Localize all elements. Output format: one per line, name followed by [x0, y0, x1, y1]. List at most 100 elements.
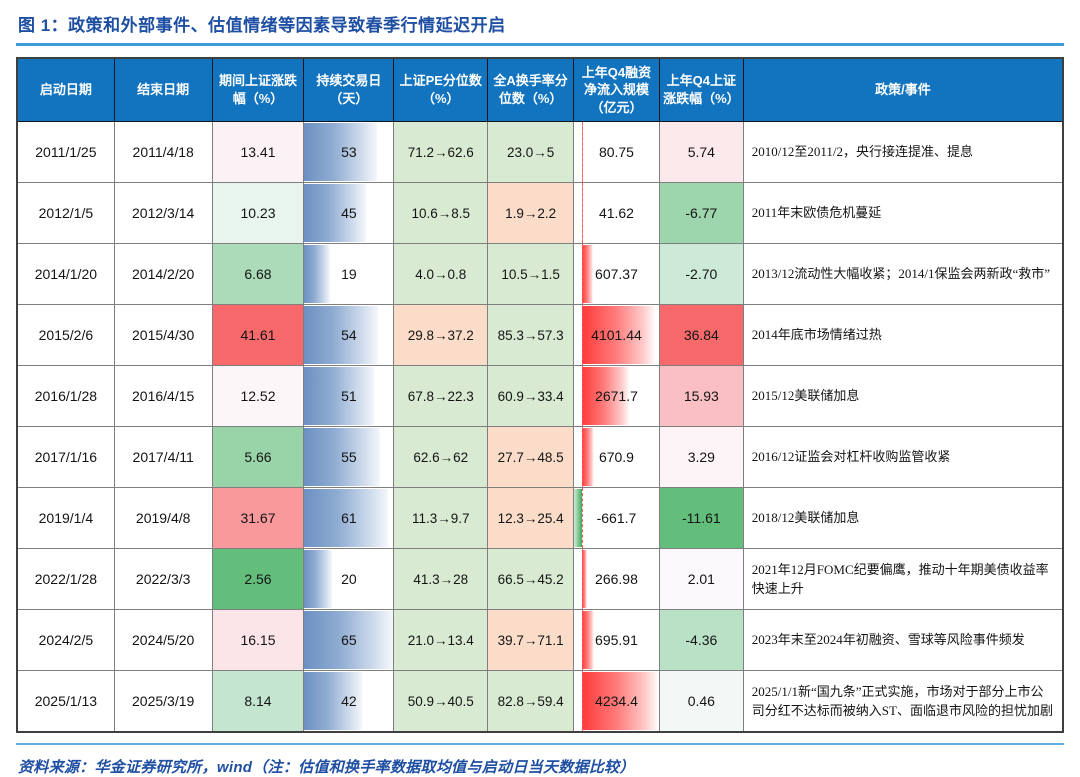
cell-start-date: 2022/1/28: [16, 548, 115, 610]
data-bar: [304, 306, 379, 364]
cell-change: 13.41: [211, 121, 305, 183]
cell-change: 12.52: [211, 365, 305, 427]
cell-value: 51: [341, 388, 357, 404]
cell-days: 61: [303, 487, 395, 549]
cell-start-date: 2011/1/25: [16, 121, 115, 183]
col-header-turnover: 全A换手率分位数（%）: [487, 57, 575, 122]
cell-q4-change: 36.84: [658, 304, 744, 366]
source-note: 资料来源：华金证券研究所，wind（注：估值和换手率数据取均值与启动日当天数据比…: [18, 759, 635, 776]
cell-start-date: 2014/1/20: [16, 243, 115, 305]
cell-pe: 50.9→40.5: [393, 670, 489, 733]
cell-pe: 11.3→9.7: [393, 487, 489, 549]
cell-value: 55: [341, 449, 357, 465]
data-bar: [304, 184, 366, 242]
cell-value: 670.9: [598, 449, 634, 465]
cell-event: 2014年底市场情绪过热: [742, 304, 1064, 366]
financing-zero-axis: [581, 610, 583, 670]
data-bar: [574, 489, 582, 547]
cell-q4-change: -2.70: [658, 243, 744, 305]
cell-q4-change: 5.74: [658, 121, 744, 183]
data-bar: [304, 428, 380, 486]
data-bar: [304, 489, 388, 547]
cell-event: 2021年12月FOMC纪要偏鹰，推动十年期美债收益率快速上升: [742, 548, 1064, 610]
cell-pe: 29.8→37.2: [393, 304, 489, 366]
cell-start-date: 2025/1/13: [16, 670, 115, 733]
cell-financing: 607.37: [573, 243, 660, 305]
cell-value: 19: [341, 266, 357, 282]
cell-end-date: 2011/4/18: [113, 121, 213, 183]
cell-pe: 4.0→0.8: [393, 243, 489, 305]
cell-end-date: 2024/5/20: [113, 609, 213, 671]
cell-pe: 41.3→28: [393, 548, 489, 610]
table-row: 2014/1/20 2014/2/20 6.68 19 4.0→0.8 10.5→1.5 6…: [16, 243, 1064, 305]
cell-change: 41.61: [211, 304, 305, 366]
cell-value: 65: [341, 632, 357, 648]
cell-financing: 4234.4: [573, 670, 660, 733]
cell-end-date: 2017/4/11: [113, 426, 213, 488]
cell-turnover: 82.8→59.4: [487, 670, 575, 733]
col-header-end-date: 结束日期: [113, 57, 213, 122]
cell-change: 2.56: [211, 548, 305, 610]
table-row: 2012/1/5 2012/3/14 10.23 45 10.6→8.5 1.9→2.2 4…: [16, 182, 1064, 244]
cell-value: 61: [341, 510, 357, 526]
cell-financing: 695.91: [573, 609, 660, 671]
cell-q4-change: -11.61: [658, 487, 744, 549]
cell-value: -661.7: [596, 510, 637, 526]
financing-zero-axis: [581, 671, 583, 731]
cell-financing: 2671.7: [573, 365, 660, 427]
cell-financing: 41.62: [573, 182, 660, 244]
cell-financing: -661.7: [573, 487, 660, 549]
col-header-change: 期间上证涨跌幅（%）: [211, 57, 305, 122]
figure-title: 图 1：政策和外部事件、估值情绪等因素导致春季行情延迟开启: [18, 16, 506, 35]
cell-start-date: 2015/2/6: [16, 304, 115, 366]
data-bar: [581, 550, 587, 608]
cell-event: 2023年末至2024年初融资、雪球等风险事件频发: [742, 609, 1064, 671]
data-bar: [581, 611, 595, 669]
cell-change: 31.67: [211, 487, 305, 549]
cell-end-date: 2019/4/8: [113, 487, 213, 549]
cell-days: 19: [303, 243, 395, 305]
data-bar: [581, 428, 594, 486]
table-row: 2016/1/28 2016/4/15 12.52 51 67.8→22.3 60.9→3…: [16, 365, 1064, 427]
cell-value: 54: [341, 327, 357, 343]
col-header-q4-financing: 上年Q4融资净流入规模（亿元）: [573, 57, 660, 122]
cell-value: 80.75: [598, 144, 634, 160]
cell-turnover: 66.5→45.2: [487, 548, 575, 610]
financing-zero-axis: [581, 488, 583, 548]
cell-start-date: 2012/1/5: [16, 182, 115, 244]
cell-q4-change: 15.93: [658, 365, 744, 427]
cell-event: 2015/12美联储加息: [742, 365, 1064, 427]
cell-financing: 266.98: [573, 548, 660, 610]
data-bar: [581, 672, 659, 730]
cell-start-date: 2019/1/4: [16, 487, 115, 549]
cell-start-date: 2024/2/5: [16, 609, 115, 671]
cell-value: 42: [341, 693, 357, 709]
col-header-policy-event: 政策/事件: [742, 57, 1064, 122]
cell-end-date: 2014/2/20: [113, 243, 213, 305]
table-row: 2022/1/28 2022/3/3 2.56 20 41.3→28 66.5→45.2 2…: [16, 548, 1064, 610]
cell-days: 45: [303, 182, 395, 244]
cell-value: 607.37: [595, 266, 638, 282]
cell-value: 20: [341, 571, 357, 587]
table-row: 2017/1/16 2017/4/11 5.66 55 62.6→62 27.7→48.5…: [16, 426, 1064, 488]
cell-financing: 4101.44: [573, 304, 660, 366]
cell-pe: 10.6→8.5: [393, 182, 489, 244]
cell-days: 42: [303, 670, 395, 733]
financing-zero-axis: [581, 427, 583, 487]
col-header-trading-days: 持续交易日（天）: [303, 57, 395, 122]
cell-start-date: 2016/1/28: [16, 365, 115, 427]
col-header-start-date: 启动日期: [16, 57, 115, 122]
table-row: 2019/1/4 2019/4/8 31.67 61 11.3→9.7 12.3→25.4…: [16, 487, 1064, 549]
cell-change: 8.14: [211, 670, 305, 733]
cell-turnover: 60.9→33.4: [487, 365, 575, 427]
cell-value: 266.98: [595, 571, 638, 587]
data-bar: [581, 245, 593, 303]
data-bar: [304, 245, 331, 303]
table-row: 2025/1/13 2025/3/19 8.14 42 50.9→40.5 82.8→59…: [16, 670, 1064, 733]
table-row: 2015/2/6 2015/4/30 41.61 54 29.8→37.2 85.3→57…: [16, 304, 1064, 366]
cell-days: 54: [303, 304, 395, 366]
financing-zero-axis: [581, 366, 583, 426]
financing-zero-axis: [581, 305, 583, 365]
cell-end-date: 2022/3/3: [113, 548, 213, 610]
